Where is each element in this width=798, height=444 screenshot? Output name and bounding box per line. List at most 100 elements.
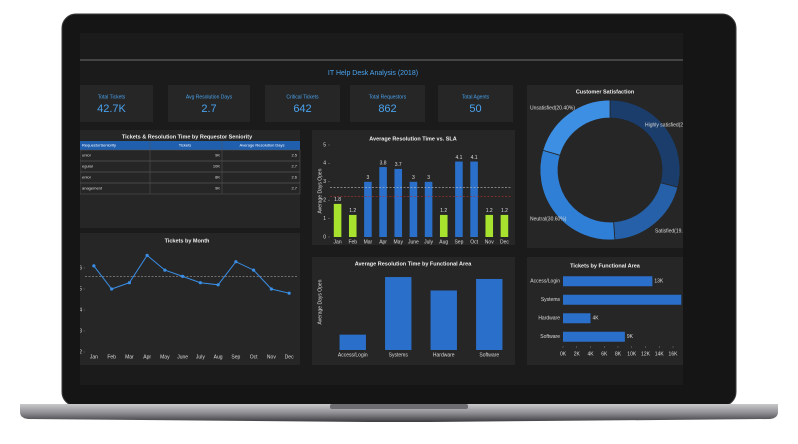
data-label: 3: [427, 175, 430, 181]
bar: [394, 168, 403, 237]
x-tick-label: 4K: [587, 351, 594, 357]
x-tick-label: Software: [479, 352, 499, 358]
chart-title: Average Resolution Time by Functional Ar…: [355, 261, 472, 267]
kpi-value: 42.7K: [97, 103, 126, 115]
point: [92, 264, 96, 268]
slice-label: Neutral(30.60%): [530, 216, 567, 222]
chart-title: Tickets by Month: [165, 238, 210, 244]
point: [234, 260, 238, 264]
x-tick-label: Hardware: [433, 352, 455, 358]
data-label: 4.1: [471, 155, 478, 161]
bar: [500, 214, 509, 237]
table-cell: enior: [82, 175, 92, 180]
x-tick-label: Apr: [143, 354, 151, 360]
data-label: 1.8: [334, 197, 341, 203]
data-label: 3: [367, 175, 370, 181]
bar: [563, 276, 653, 287]
bar: [476, 278, 503, 350]
bar: [455, 161, 463, 237]
y-tick-label: 0: [323, 234, 326, 240]
point: [198, 281, 202, 285]
x-tick-label: 12K: [641, 351, 651, 357]
data-label: 1.2: [501, 208, 508, 214]
y-tick-label: 3.3: [75, 328, 82, 334]
kpi-label: Critical Tickets: [286, 94, 319, 100]
table-cell: 2.7: [291, 164, 297, 169]
x-tick-label: Mar: [364, 239, 373, 245]
donut-slice: [542, 99, 611, 156]
x-tick-label: Nov: [267, 354, 276, 360]
bar: [563, 313, 591, 324]
x-tick-label: Sep: [231, 354, 240, 360]
x-tick-label: 16K: [669, 351, 679, 357]
kpi-label: Total Agents: [462, 94, 490, 100]
data-label: 13K: [654, 279, 664, 285]
laptop-notch: [330, 404, 468, 409]
x-tick-label: Feb: [107, 354, 116, 360]
point: [163, 268, 167, 272]
point: [252, 268, 256, 272]
slice-label: Satisfied(19.90%): [655, 228, 695, 234]
point: [145, 253, 149, 257]
table-cell: anagement: [82, 186, 103, 191]
table-header-cell: Average Resolution Days: [239, 143, 284, 148]
kpi-label: Total Tickets: [98, 94, 126, 100]
x-tick-label: Sep: [454, 239, 463, 245]
bar: [439, 214, 448, 237]
panel: [168, 85, 250, 122]
panel: [80, 85, 153, 122]
slice-label: Highly satisfied(28.90%): [645, 122, 699, 128]
data-label: 1.2: [349, 208, 356, 214]
panel: [265, 85, 340, 122]
table-cell: egular: [82, 164, 94, 169]
slice-label: Unsatisfied(20.40%): [530, 105, 575, 111]
table-cell: 2.7: [291, 186, 297, 191]
bar: [348, 214, 357, 237]
x-tick-label: Apr: [379, 239, 387, 245]
y-axis-label: Average Days Open: [317, 168, 323, 213]
bar: [470, 161, 478, 237]
bar: [430, 290, 457, 350]
table-cell: unior: [82, 153, 92, 158]
point: [287, 291, 291, 295]
table-cell: 8K: [215, 175, 220, 180]
x-tick-label: Dec: [500, 239, 509, 245]
x-tick-label: 0K: [560, 351, 567, 357]
data-label: 9K: [627, 334, 634, 340]
data-label: 3.7: [395, 162, 402, 168]
chart-title: Average Resolution Time vs. SLA: [369, 136, 456, 142]
x-tick-label: Jan: [90, 354, 98, 360]
chart-title: Customer Satisfaction: [576, 89, 635, 95]
x-tick-label: Aug: [214, 354, 223, 360]
x-tick-label: Dec: [285, 354, 294, 360]
y-tick-label: 1: [323, 216, 326, 222]
line-series: [93, 254, 290, 294]
data-label: 1.2: [440, 208, 447, 214]
panel: [350, 85, 425, 122]
x-tick-label: Feb: [348, 239, 357, 245]
x-tick-label: 6K: [601, 351, 608, 357]
x-tick-label: Systems: [389, 352, 409, 358]
bar: [379, 167, 387, 237]
table-cell: 2.6: [291, 175, 297, 180]
x-tick-label: Nov: [485, 239, 494, 245]
bar: [364, 181, 372, 237]
y-axis-label: Average Days Open: [317, 279, 323, 324]
bar: [409, 181, 418, 237]
panel: [438, 85, 513, 122]
data-label: 4K: [593, 316, 600, 322]
y-tick-label: Access/Login: [530, 279, 560, 285]
x-tick-label: May: [394, 239, 404, 245]
bar: [424, 181, 433, 237]
data-label: 3.8: [380, 160, 387, 166]
point: [216, 283, 220, 287]
point: [110, 287, 114, 291]
kpi-label: Avg Resolution Days: [186, 94, 233, 100]
bar: [563, 294, 682, 305]
data-label: 3: [412, 175, 415, 181]
bar: [485, 214, 494, 237]
x-tick-label: Access/Login: [338, 352, 368, 358]
kpi-label: Total Requestors: [369, 94, 407, 100]
point: [181, 274, 185, 278]
